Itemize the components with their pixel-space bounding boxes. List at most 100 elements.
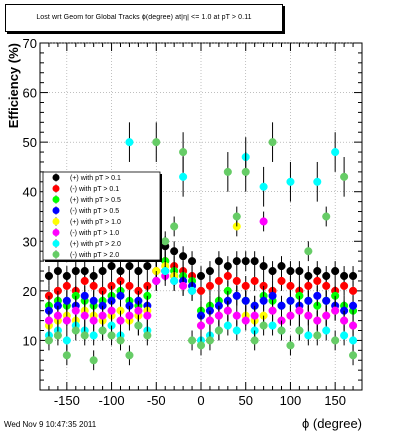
data-point	[241, 316, 250, 325]
data-point	[349, 351, 358, 360]
y-tick-label: 30	[23, 234, 37, 249]
legend-entry: (+) with pT > 1.0	[70, 219, 121, 226]
data-point	[232, 311, 241, 320]
data-point	[134, 321, 143, 330]
data-point	[277, 326, 286, 335]
data-point	[313, 291, 322, 300]
data-point	[259, 321, 268, 330]
data-point	[277, 262, 286, 271]
data-point	[214, 326, 223, 335]
data-point	[98, 266, 107, 276]
data-point	[295, 266, 304, 276]
data-point	[71, 306, 80, 315]
data-point	[116, 291, 125, 300]
data-point	[89, 316, 98, 325]
data-point	[349, 301, 358, 310]
data-point	[107, 262, 116, 271]
data-point	[349, 336, 358, 345]
data-point	[241, 296, 250, 305]
data-point	[53, 266, 62, 276]
data-point	[304, 296, 313, 305]
data-point	[322, 326, 331, 335]
data-point	[62, 281, 71, 290]
data-point	[304, 331, 313, 340]
data-point	[268, 291, 277, 300]
data-point	[295, 306, 304, 315]
data-point	[196, 341, 206, 350]
data-point	[205, 316, 214, 325]
data-point	[89, 356, 98, 365]
data-point	[205, 266, 214, 276]
data-point	[313, 316, 322, 325]
data-point	[286, 341, 295, 350]
data-point	[286, 296, 295, 305]
data-point	[331, 266, 340, 276]
data-point	[89, 296, 98, 305]
data-point	[143, 262, 152, 271]
data-point	[250, 311, 259, 320]
data-point	[313, 276, 322, 285]
data-point	[241, 281, 250, 290]
data-point	[205, 281, 214, 290]
data-point	[277, 301, 286, 310]
data-point	[349, 286, 358, 295]
legend-entry: (-) with pT > 0.1	[70, 186, 119, 193]
legend-entry: (-) with pT > 2.0	[70, 252, 119, 259]
data-point	[80, 331, 89, 340]
data-point	[349, 321, 358, 330]
data-point	[161, 266, 170, 276]
data-point	[152, 138, 161, 147]
data-point	[179, 172, 188, 181]
data-point	[214, 276, 223, 285]
data-point	[179, 252, 188, 261]
x-tick-label: -150	[54, 393, 80, 408]
data-point	[80, 276, 89, 285]
data-point	[179, 148, 188, 157]
data-point	[286, 177, 295, 186]
data-point	[268, 321, 277, 330]
data-point	[62, 351, 71, 360]
data-point	[304, 281, 313, 290]
data-point	[152, 276, 161, 285]
chart-title-box: Lost wrt Geom for Global Tracks ϕ(degree…	[5, 4, 283, 32]
data-point	[322, 212, 331, 221]
data-point	[250, 336, 259, 345]
data-point	[223, 306, 232, 315]
x-tick-label: -100	[99, 393, 125, 408]
data-point	[340, 316, 349, 325]
data-point	[205, 336, 214, 345]
data-point	[322, 296, 331, 305]
data-point	[241, 167, 250, 176]
data-point	[44, 271, 53, 281]
legend-entry: (+) with pT > 0.5	[70, 197, 121, 204]
data-point	[313, 177, 322, 186]
legend-marker	[52, 185, 60, 192]
data-point	[170, 276, 179, 285]
data-point	[214, 311, 223, 320]
data-point	[268, 306, 277, 315]
data-point	[98, 311, 107, 320]
data-point	[277, 276, 286, 285]
data-point	[188, 336, 197, 345]
data-point	[313, 331, 322, 340]
data-point	[259, 296, 268, 305]
data-point	[331, 148, 340, 157]
data-point	[268, 138, 277, 147]
data-point	[80, 291, 89, 300]
data-point	[286, 281, 295, 290]
data-point	[259, 182, 268, 191]
data-point	[259, 262, 268, 271]
data-point	[53, 331, 62, 340]
data-point	[98, 326, 107, 335]
data-point	[340, 281, 349, 290]
data-point	[170, 247, 179, 256]
data-point	[143, 331, 152, 340]
data-point	[107, 331, 116, 340]
data-point	[125, 351, 134, 360]
data-point	[116, 316, 125, 325]
data-point	[232, 326, 241, 335]
y-axis-label: Efficiency (%)	[6, 43, 21, 128]
data-point	[259, 217, 268, 226]
data-point	[161, 237, 170, 246]
